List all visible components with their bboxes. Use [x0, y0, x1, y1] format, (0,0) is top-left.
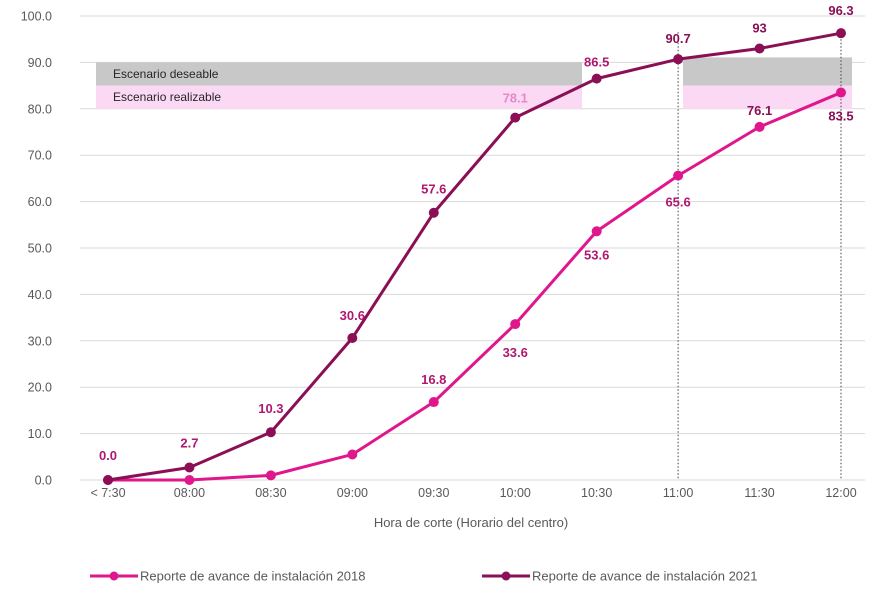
data-label: 65.6	[665, 195, 690, 210]
x-tick-label: 10:30	[581, 486, 612, 500]
data-point	[265, 427, 276, 438]
data-label: 16.8	[421, 372, 446, 387]
data-label: 76.1	[747, 103, 772, 118]
data-labels: 16.8 33.6 53.6 65.6 76.1 83.5 0.0 2.7 10.3 30.6 57…	[99, 3, 854, 463]
data-label: 30.6	[340, 308, 365, 323]
data-point	[836, 87, 846, 98]
y-tick-label: 80.0	[28, 102, 52, 116]
x-tick-label: 12:00	[825, 486, 856, 500]
data-point	[347, 449, 358, 460]
data-label: 0.0	[99, 448, 117, 463]
y-tick-label: 40.0	[28, 288, 52, 302]
data-label: 10.3	[258, 401, 283, 416]
x-tick-label: 09:00	[337, 486, 368, 500]
band-label: Escenario deseable	[113, 67, 219, 81]
data-point	[591, 226, 602, 237]
y-axis-ticks: 0.0 10.0 20.0 30.0 40.0 50.0 60.0 70.0 80.0 90.0 1…	[21, 10, 52, 488]
x-tick-label: 09:30	[418, 486, 449, 500]
data-label: 90.7	[665, 31, 690, 46]
band-area	[683, 57, 852, 86]
scenario-bands: Escenario deseable Escenario realizable	[96, 57, 852, 109]
series-line	[108, 91, 842, 482]
data-label: 2.7	[180, 435, 198, 450]
y-tick-label: 50.0	[28, 242, 52, 256]
legend-marker	[109, 571, 119, 581]
data-label: 86.5	[584, 55, 609, 70]
x-tick-label: < 7:30	[90, 486, 125, 500]
data-label: 93	[752, 20, 766, 35]
data-point	[836, 28, 846, 39]
data-label: 33.6	[503, 345, 528, 360]
data-point	[347, 333, 358, 344]
band-label: Escenario realizable	[113, 90, 221, 104]
y-tick-label: 60.0	[28, 195, 52, 209]
x-tick-label: 08:00	[174, 486, 205, 500]
legend: Reporte de avance de instalación 2018 Rep…	[90, 569, 758, 584]
data-label: 78.1	[503, 91, 528, 106]
data-point	[184, 475, 195, 485]
data-label: 57.6	[421, 182, 446, 197]
series-line	[107, 31, 842, 482]
data-label: 83.5	[828, 109, 853, 124]
band-area	[683, 85, 852, 109]
x-tick-label: 11:00	[663, 486, 693, 500]
data-point	[428, 207, 439, 218]
data-point	[754, 121, 765, 132]
data-point	[510, 319, 521, 330]
band-area	[96, 62, 582, 86]
data-point	[754, 43, 765, 54]
x-tick-label: 08:30	[255, 486, 286, 500]
reference-lines	[677, 32, 842, 480]
data-point	[103, 475, 113, 485]
data-point	[591, 73, 602, 84]
data-point	[428, 397, 439, 408]
y-tick-label: 20.0	[28, 381, 52, 395]
y-tick-label: 30.0	[28, 334, 52, 348]
data-point	[510, 112, 521, 123]
y-tick-label: 70.0	[28, 149, 52, 163]
x-tick-label: 10:00	[500, 486, 531, 500]
x-axis-title: Hora de corte (Horario del centro)	[374, 515, 568, 530]
data-point	[184, 462, 195, 473]
y-tick-label: 10.0	[28, 427, 52, 441]
legend-label: Reporte de avance de instalación 2021	[532, 569, 758, 584]
data-label: 96.3	[828, 3, 853, 18]
legend-label: Reporte de avance de instalación 2018	[140, 569, 366, 584]
x-tick-label: 11:30	[744, 486, 774, 500]
data-point	[673, 54, 684, 65]
y-tick-label: 100.0	[21, 10, 52, 24]
data-label: 53.6	[584, 247, 609, 262]
band-area	[96, 85, 582, 109]
data-point	[265, 470, 276, 481]
legend-marker	[501, 571, 511, 581]
y-tick-label: 90.0	[28, 56, 52, 70]
x-axis-ticks: < 7:30 08:00 08:30 09:00 09:30 10:00 10:30 11:0…	[90, 486, 856, 500]
data-point	[673, 170, 684, 181]
series-lines	[103, 28, 846, 485]
y-tick-label: 0.0	[35, 474, 52, 488]
